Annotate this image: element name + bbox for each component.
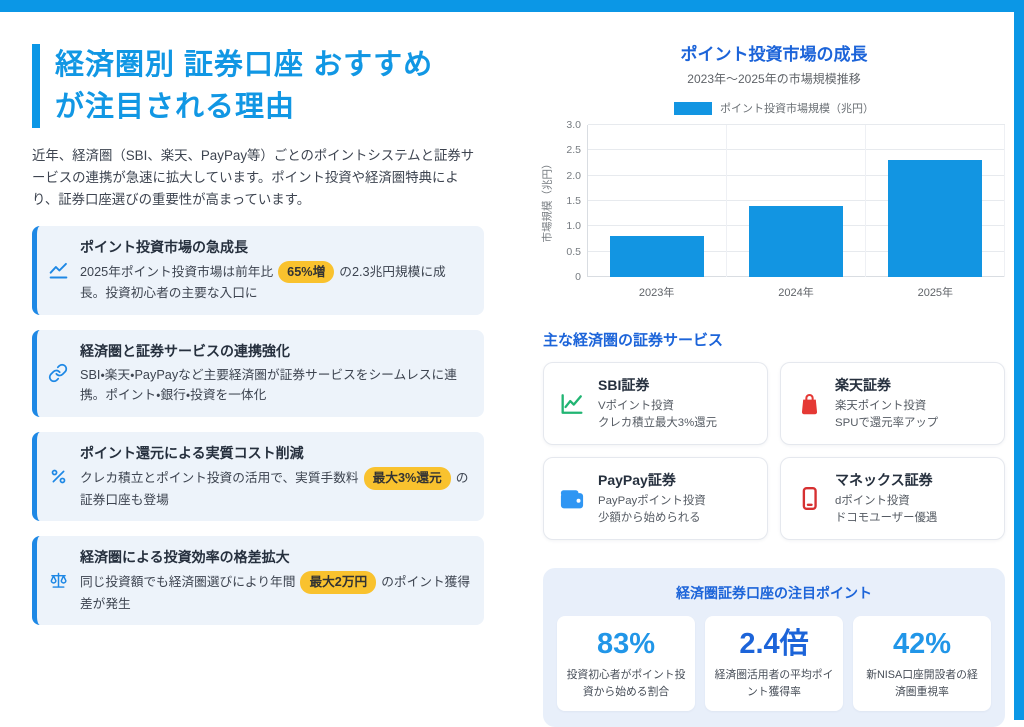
- link-icon: [47, 363, 69, 383]
- reason-text: のポイント獲得差が発生: [80, 575, 471, 611]
- service-line2: 少額から始められる: [598, 512, 701, 525]
- chart-bar-2025年: [888, 160, 982, 277]
- chart-subtitle: 2023年〜2025年の市場規模推移: [687, 72, 861, 86]
- balance-scale-icon: [47, 570, 69, 591]
- stat-value: 2.4倍: [739, 628, 809, 661]
- service-card-rakuten: 楽天証券 楽天ポイント投資 SPUで還元率アップ: [780, 362, 1005, 446]
- top-frame-bar: [0, 0, 1024, 12]
- reason-desc: クレカ積立とポイント投資の活用で、実質手数料 最大3%還元 の証券口座も登場: [80, 466, 471, 510]
- chart-title: ポイント投資市場の成長: [680, 45, 868, 64]
- page-title-line1: 経済圏別 証券口座 おすすめ: [55, 49, 434, 81]
- bar-slot: [866, 125, 1005, 277]
- services-heading: 主な経済圏の証券サービス: [543, 332, 724, 349]
- service-line2: SPUで還元率アップ: [835, 417, 939, 430]
- stats-panel: 経済圏証券口座の注目ポイント 83% 投資初心者がポイント投資から始める割合 2…: [543, 568, 1005, 727]
- reason-text: クレカ積立とポイント投資の活用で、実質手数料: [80, 470, 359, 485]
- reason-text: の証券口座も登場: [80, 470, 469, 507]
- y-tick-label: 1.5: [566, 195, 581, 207]
- gridline: [588, 200, 1005, 201]
- service-line1: Vポイント投資: [598, 400, 674, 412]
- gridline: [588, 124, 1005, 125]
- stat-value: 83%: [596, 628, 656, 661]
- chart-ylabel: 市場規模（兆円）: [541, 158, 554, 243]
- highlight-badge: 最大2万円: [300, 571, 377, 594]
- y-tick-label: 2.0: [566, 169, 581, 182]
- chart-legend: ポイント投資市場規模（兆円）: [543, 100, 1005, 116]
- y-tick-label: 1.0: [566, 220, 581, 233]
- title-accent-bar: [32, 44, 40, 129]
- service-line1: dポイント投資: [835, 495, 910, 508]
- page-title-line2: が注目される理由: [55, 91, 296, 124]
- stats-heading: 経済圏証券口座の注目ポイント: [676, 585, 872, 602]
- wallet-icon: [557, 485, 587, 513]
- service-card-paypay: PayPay証券 PayPayポイント投資 少額から始められる: [543, 457, 768, 541]
- service-line1: PayPayポイント投資: [598, 495, 706, 508]
- reason-card-cost-reduction: ポイント還元による実質コスト削減 クレカ積立とポイント投資の活用で、実質手数料最…: [32, 431, 484, 522]
- stats-row: 83% 投資初心者がポイント投資から始める割合 2.4倍 経済圏活用者の平均ポイ…: [557, 616, 991, 712]
- highlight-badge: 65%増: [278, 260, 335, 284]
- stat-card-nisa: 42% 新NISA口座開設者の経済圏重視率: [853, 616, 991, 712]
- stat-label: 投資初心者がポイント投資から始める割合: [566, 668, 686, 698]
- reason-text: 2025年ポイント投資市場は前年比: [80, 264, 274, 279]
- stat-card-point-rate: 2.4倍 経済圏活用者の平均ポイント獲得率: [705, 616, 843, 712]
- reason-card-market-growth: ポイント投資市場の急成長 2025年ポイント投資市場は前年比 65%増 の2.3兆円…: [32, 225, 484, 315]
- service-line2: クレカ積立最大3%還元: [598, 417, 717, 430]
- legend-label: ポイント投資市場規模（兆円）: [720, 103, 874, 115]
- reason-title: 経済圏と証券サービスの連携強化: [80, 342, 290, 359]
- x-tick-label: 2023年: [638, 287, 675, 299]
- stat-value: 42%: [892, 628, 952, 661]
- service-card-sbi: SBI証券 Vポイント投資 クレカ積立最大3%還元: [543, 362, 768, 446]
- intro-paragraph: 近年、経済圏（SBI、楽天、PayPay等）ごとのポイントシステムと証券サービス…: [32, 148, 475, 207]
- legend-swatch: [674, 101, 712, 115]
- service-name: SBI証券: [598, 377, 650, 393]
- service-card-monex: マネックス証券 dポイント投資 ドコモユーザー優遇: [780, 457, 1005, 541]
- y-tick-label: 0.5: [566, 245, 581, 258]
- reason-title: 経済圏による投資効率の格差拡大: [80, 549, 290, 566]
- chart-bar-2023年: [610, 236, 704, 277]
- service-name: 楽天証券: [835, 377, 891, 393]
- y-tick-label: 0: [575, 271, 581, 283]
- reason-desc: 2025年ポイント投資市場は前年比 65%増 の2.3兆円規模に成長。投資初心者の主…: [80, 260, 471, 304]
- page-title-block: 経済圏別 証券口座 おすすめ が注目される理由: [32, 44, 484, 129]
- left-column: 経済圏別 証券口座 おすすめ が注目される理由 近年、経済圏（SBI、楽天、Pa…: [32, 44, 484, 626]
- stat-label: 新NISA口座開設者の経済圏重視率: [866, 668, 978, 698]
- service-name: マネックス証券: [835, 472, 933, 489]
- reason-text: 同じ投資額でも経済圏選びにより年間: [80, 575, 296, 590]
- stat-card-beginners: 83% 投資初心者がポイント投資から始める割合: [557, 616, 695, 712]
- service-line2: ドコモユーザー優遇: [835, 512, 938, 525]
- bar-slot: [727, 125, 866, 277]
- smartphone-icon: [794, 485, 824, 512]
- chart-growth-icon: [557, 390, 587, 418]
- reason-title: ポイント投資市場の急成長: [80, 238, 248, 255]
- stat-label: 経済圏活用者の平均ポイント獲得率: [714, 668, 834, 698]
- reason-desc: SBI・楽天・PayPayなど主要経済圏が証券サービスをシームレスに連携。ポイン…: [80, 365, 471, 406]
- reason-title: ポイント還元による実質コスト削減: [80, 444, 304, 461]
- x-tick-label: 2025年: [917, 287, 954, 299]
- percent-icon: [47, 467, 69, 486]
- bar-slot: [588, 125, 727, 277]
- chart-bar-2024年: [749, 206, 843, 277]
- chart-xlabels: 2023年 2024年 2025年: [587, 284, 1005, 300]
- reason-card-efficiency-gap: 経済圏による投資効率の格差拡大 同じ投資額でも経済圏選びにより年間 最大2万円 のポ…: [32, 536, 484, 626]
- service-name: PayPay証券: [598, 472, 676, 489]
- right-column: ポイント投資市場の成長 2023年〜2025年の市場規模推移 ポイント投資市場規…: [542, 40, 1005, 727]
- service-line1: 楽天ポイント投資: [835, 400, 927, 412]
- x-tick-label: 2024年: [778, 287, 814, 299]
- reason-desc: 同じ投資額でも経済圏選びにより年間 最大2万円 のポイント獲得差が発生: [80, 571, 471, 614]
- services-grid: SBI証券 Vポイント投資 クレカ積立最大3%還元 楽天証券 楽天ポイント投資 …: [543, 362, 1005, 541]
- y-tick-label: 3.0: [566, 119, 581, 131]
- reason-text: SBI・楽天・PayPayなど主要経済圏が証券サービスをシームレスに連携。ポイン…: [80, 367, 457, 403]
- reason-card-service-link: 経済圏と証券サービスの連携強化 SBI・楽天・PayPayなど主要経済圏が証券サ…: [32, 329, 484, 417]
- bar-chart: 市場規模（兆円） 0 0.5 1.0 1.5 2.0 2.5 3.0 2023年 2024年 2…: [542, 119, 1005, 305]
- gridline: [588, 149, 1005, 151]
- trend-up-icon: [47, 260, 69, 281]
- chart-plot: 市場規模（兆円） 0 0.5 1.0 1.5 2.0 2.5 3.0: [542, 119, 1005, 283]
- highlight-badge: 最大3%還元: [363, 466, 451, 490]
- page-title: 経済圏別 証券口座 おすすめ が注目される理由: [55, 44, 433, 128]
- right-frame-bar: [1014, 0, 1024, 720]
- gridline: [588, 174, 1005, 176]
- shopping-bag-icon: [794, 390, 824, 417]
- y-tick-label: 2.5: [566, 144, 581, 157]
- reason-text: の2.3兆円規模に成長。投資初心者の主要な入口に: [80, 264, 446, 301]
